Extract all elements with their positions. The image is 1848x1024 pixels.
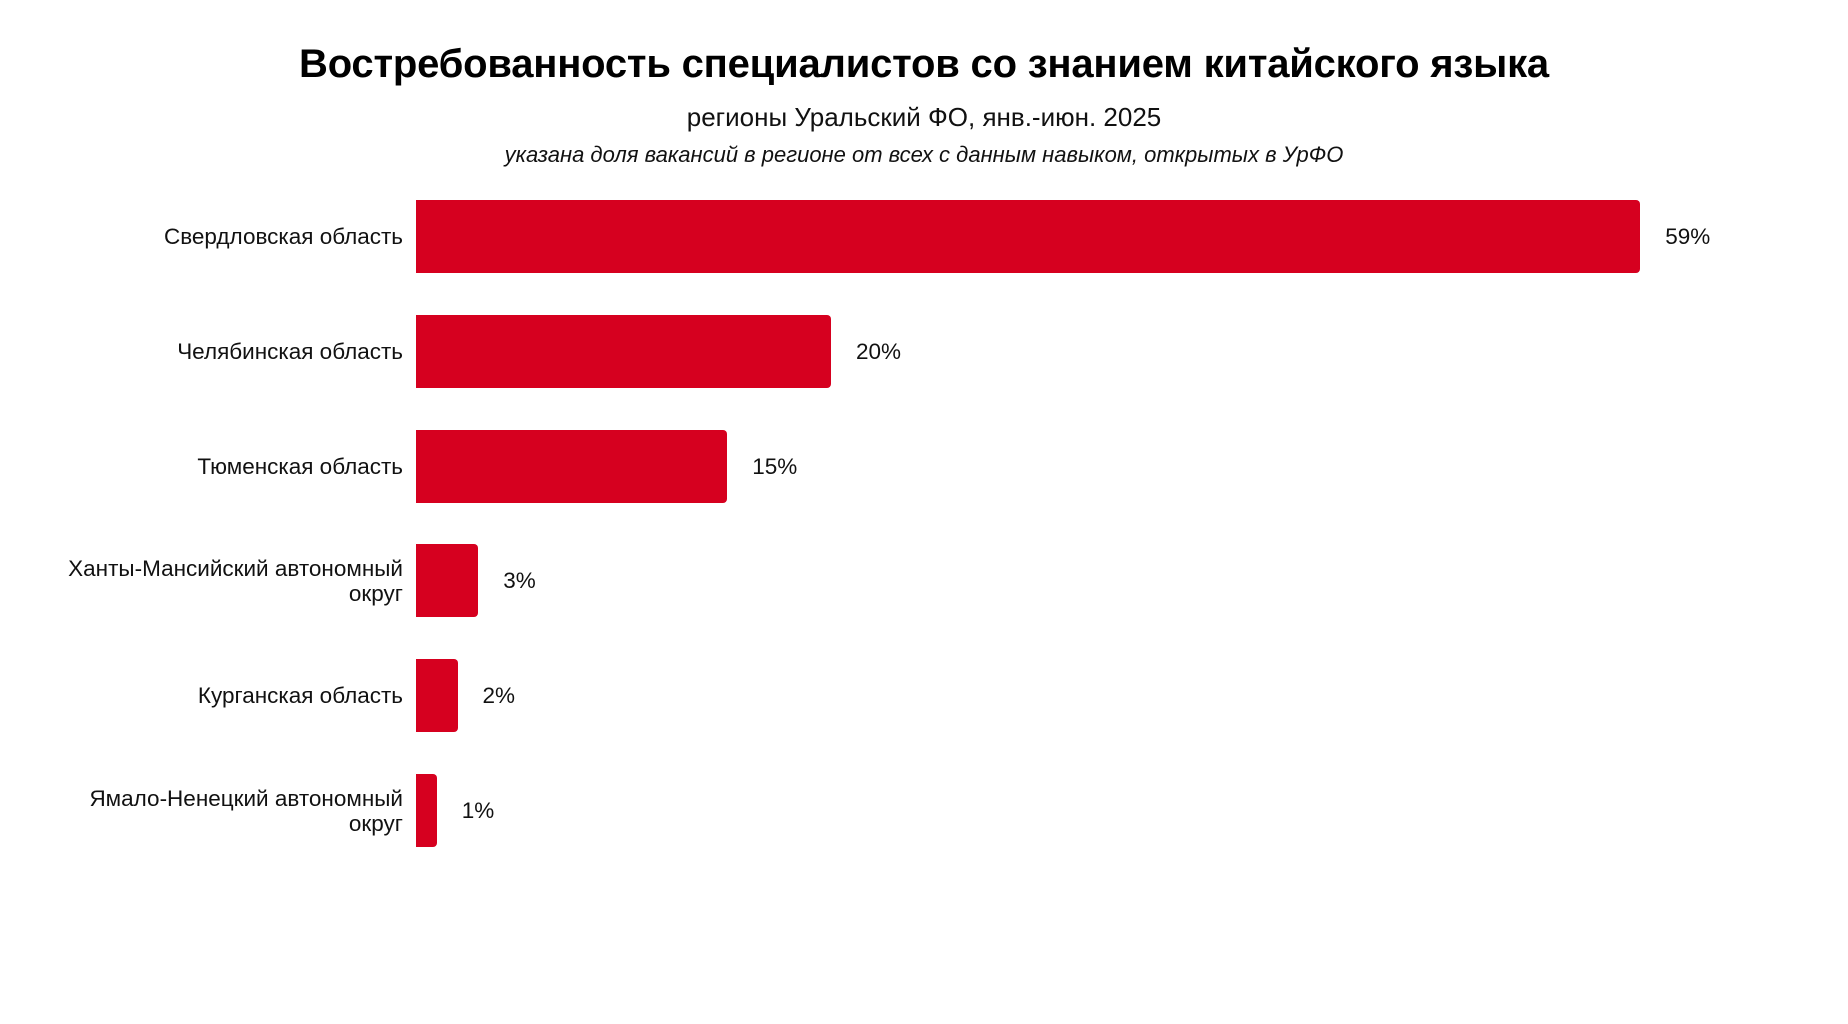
chart-note: указана доля вакансий в регионе от всех … [504, 142, 1344, 167]
bar [416, 315, 831, 388]
value-label: 1% [461, 797, 495, 823]
bar-row: Свердловская область 59% [0, 200, 1848, 273]
bar [416, 544, 479, 617]
value-label: 3% [503, 567, 536, 593]
category-label: Свердловская область [163, 224, 403, 249]
category-label: Курганская область [197, 683, 403, 708]
bar [416, 430, 728, 503]
value-label: 15% [752, 453, 798, 479]
category-label: Ямало-Ненецкий автономный округ [89, 785, 403, 836]
value-label: 2% [482, 682, 516, 708]
bar-row: Ямало-Ненецкий автономный округ 1% [0, 774, 1848, 847]
bar [416, 774, 437, 847]
bar-row: Челябинская область 20% [0, 315, 1848, 388]
bar [416, 659, 458, 732]
bar-row: Курганская область 2% [0, 659, 1848, 732]
category-label: Ханты-Мансийский автономный округ [68, 555, 403, 606]
chart-title: Востребованность специалистов со знанием… [299, 42, 1549, 86]
value-label: 20% [856, 338, 902, 364]
bar [416, 200, 1641, 273]
bar-row: Тюменская область 15% [0, 430, 1848, 503]
category-label: Тюменская область [197, 454, 403, 479]
value-label: 59% [1665, 223, 1711, 249]
category-label: Челябинская область [177, 339, 403, 364]
bar-row: Ханты-Мансийский автономный округ 3% [0, 544, 1848, 617]
chart-subtitle: регионы Уральский ФО, янв.-июн. 2025 [686, 102, 1162, 132]
